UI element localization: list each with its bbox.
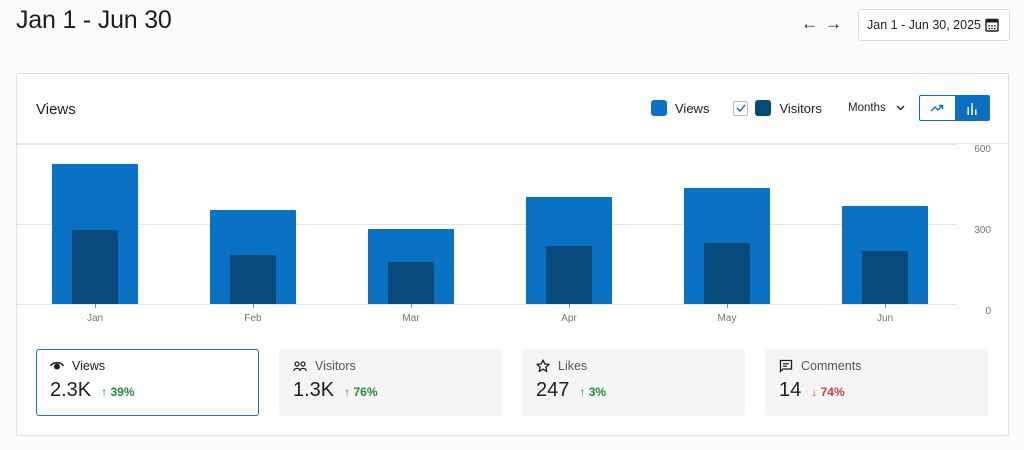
- period-navigation: ← →: [801, 14, 842, 34]
- stat-header: Likes: [536, 359, 731, 373]
- bar-group-mar[interactable]: [368, 144, 454, 304]
- star-icon: [536, 359, 550, 373]
- arrow-up-icon: ↑: [101, 385, 108, 399]
- stat-label: Views: [72, 359, 106, 373]
- xtick-label: Jan: [86, 313, 104, 324]
- stat-change-percent: 74%: [820, 385, 845, 399]
- people-icon: [293, 359, 307, 373]
- gridline-0: [17, 304, 957, 305]
- stat-label: Likes: [558, 359, 588, 373]
- chart-type-toggle: [919, 95, 990, 121]
- ytick-300: 300: [974, 225, 991, 236]
- xtick-mark: [885, 304, 886, 308]
- stat-header: Visitors: [293, 359, 488, 373]
- xtick-mark: [411, 304, 412, 308]
- stat-change: ↑ 3%: [579, 385, 606, 399]
- date-range-label: Jan 1 - Jun 30, 2025: [867, 18, 981, 32]
- stat-change-percent: 3%: [588, 385, 607, 399]
- bar-visitors[interactable]: [862, 250, 908, 304]
- bar-chart-icon: [967, 102, 977, 115]
- stat-value: 2.3K: [50, 379, 92, 401]
- gridline-600: [17, 144, 957, 145]
- stats-row: Views 2.3K ↑ 39% Visitors 1.3K ↑ 76% Likes 247 ↑…: [36, 349, 988, 416]
- xtick-label: Apr: [561, 313, 577, 324]
- checkmark-icon: [736, 104, 746, 112]
- bar-chart-button[interactable]: [954, 96, 989, 120]
- stat-row: 14 ↓ 74%: [779, 379, 974, 402]
- legend-label-visitors: Visitors: [779, 100, 822, 116]
- stat-header: Comments: [779, 359, 974, 373]
- stat-value: 247: [536, 379, 570, 401]
- comment-icon: [779, 359, 793, 373]
- date-range-picker[interactable]: Jan 1 - Jun 30, 2025: [858, 9, 1010, 41]
- bar-visitors[interactable]: [704, 242, 750, 304]
- stat-card-visitors[interactable]: Visitors 1.3K ↑ 76%: [279, 349, 502, 416]
- xtick-mark: [727, 304, 728, 308]
- xtick-mark: [253, 304, 254, 308]
- card-title: Views: [36, 101, 76, 118]
- ytick-0: 0: [985, 306, 991, 317]
- xtick-label: Mar: [402, 313, 420, 324]
- legend-item-visitors: Visitors: [755, 100, 822, 116]
- stat-header: Views: [50, 359, 245, 373]
- chart-legend: Views Visitors: [651, 100, 822, 116]
- period-select[interactable]: Months: [848, 102, 905, 114]
- views-chart-card: Views Views Visitors Months: [16, 73, 1009, 436]
- stat-value: 1.3K: [293, 379, 335, 401]
- stat-change: ↓ 74%: [811, 385, 844, 399]
- stat-row: 2.3K ↑ 39%: [50, 379, 245, 402]
- stat-change: ↑ 76%: [344, 385, 377, 399]
- stat-change-percent: 76%: [353, 385, 378, 399]
- arrow-right-icon[interactable]: →: [825, 14, 842, 33]
- line-chart-button[interactable]: [920, 96, 955, 120]
- gridline-300: [17, 224, 957, 225]
- visitors-checkbox[interactable]: [733, 100, 749, 116]
- arrow-up-icon: ↑: [579, 385, 586, 399]
- period-select-value: Months: [848, 102, 886, 114]
- chevron-down-icon: [896, 105, 905, 111]
- xtick-label: May: [717, 313, 737, 324]
- legend-item-views: Views: [651, 100, 709, 116]
- stat-row: 247 ↑ 3%: [536, 379, 731, 402]
- eye-icon: [50, 359, 64, 373]
- bar-chart: 600 300 0 Jan Feb Mar Apr May Jun: [17, 144, 1008, 324]
- xtick-mark: [569, 304, 570, 308]
- stat-value: 14: [779, 379, 802, 401]
- bar-group-jun[interactable]: [842, 144, 928, 304]
- stat-card-comments[interactable]: Comments 14 ↓ 74%: [765, 349, 988, 416]
- stat-label: Comments: [801, 359, 862, 373]
- stat-label: Visitors: [315, 359, 356, 373]
- bar-visitors[interactable]: [230, 254, 276, 304]
- views-swatch: [651, 100, 667, 116]
- xtick-label: Jun: [876, 313, 894, 324]
- bar-visitors[interactable]: [388, 261, 434, 304]
- ytick-600: 600: [974, 144, 991, 155]
- stat-change: ↑ 39%: [101, 385, 134, 399]
- bar-group-jan[interactable]: [52, 144, 138, 304]
- arrow-left-icon[interactable]: ←: [801, 14, 818, 33]
- bar-group-feb[interactable]: [210, 144, 296, 304]
- stat-card-views[interactable]: Views 2.3K ↑ 39%: [36, 349, 259, 416]
- trending-up-icon: [930, 104, 944, 111]
- page-title: Jan 1 - Jun 30: [16, 6, 172, 34]
- stat-row: 1.3K ↑ 76%: [293, 379, 488, 402]
- bar-visitors[interactable]: [72, 229, 118, 304]
- card-header: Views Views Visitors Months: [17, 74, 1008, 144]
- xtick-mark: [95, 304, 96, 308]
- stat-change-percent: 39%: [110, 385, 135, 399]
- legend-label-views: Views: [675, 100, 710, 116]
- bar-group-apr[interactable]: [526, 144, 612, 304]
- arrow-up-icon: ↑: [344, 385, 351, 399]
- visitors-swatch: [755, 100, 772, 116]
- bar-visitors[interactable]: [546, 245, 592, 304]
- stat-card-likes[interactable]: Likes 247 ↑ 3%: [522, 349, 745, 416]
- xtick-label: Feb: [244, 313, 262, 324]
- calendar-icon: [985, 18, 999, 32]
- bar-group-may[interactable]: [684, 144, 770, 304]
- arrow-down-icon: ↓: [811, 385, 818, 399]
